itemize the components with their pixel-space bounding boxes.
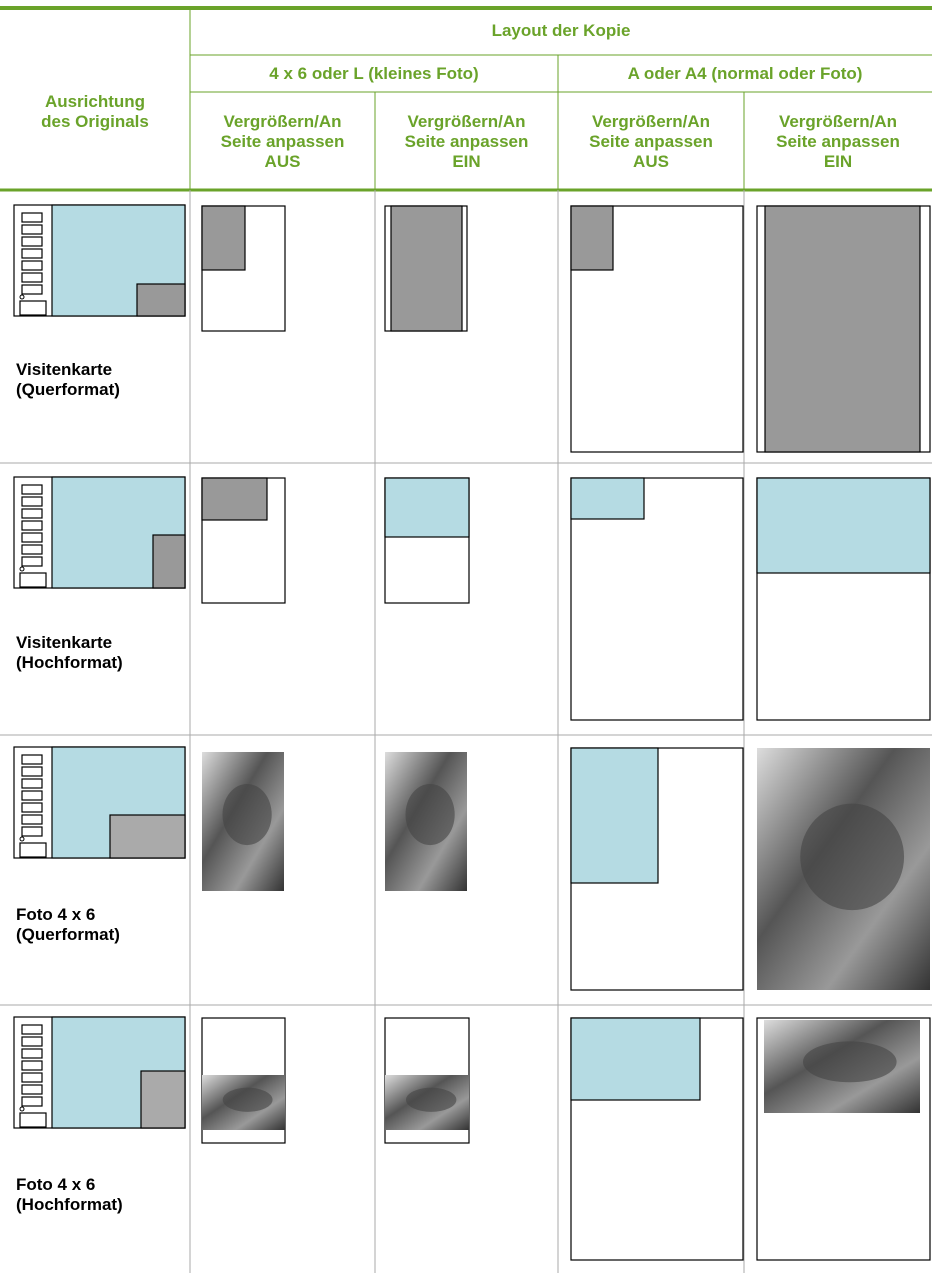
scanner-button — [21, 766, 43, 777]
header-line: EIN — [452, 152, 481, 171]
scanner-dot — [19, 836, 25, 842]
scanner-button — [21, 754, 43, 765]
group-header: A oder A4 (normal oder Foto) — [627, 64, 863, 83]
column-header: Vergrößern/An Seite anpassen AUS — [190, 112, 375, 172]
copy-item — [390, 205, 463, 332]
original-item — [136, 283, 186, 317]
copy-item — [201, 477, 268, 521]
header-line: Seite anpassen — [404, 132, 529, 151]
scanner-button — [21, 790, 43, 801]
header-line: des Originals — [41, 112, 149, 131]
row-label-line: Foto 4 x 6 — [16, 1175, 96, 1194]
photo-detail — [406, 1087, 457, 1112]
row-label: Foto 4 x 6 (Hochformat) — [16, 1175, 123, 1215]
scanner-button — [21, 1084, 43, 1095]
header-line: Ausrichtung — [44, 92, 146, 111]
copy-item — [570, 205, 614, 271]
original-item — [152, 534, 186, 589]
scanner-button — [21, 826, 43, 837]
header-line: Vergrößern/An — [778, 112, 898, 131]
scanner-dot — [19, 294, 25, 300]
scanner-button — [21, 802, 43, 813]
scanner-slot — [19, 572, 47, 588]
scanner-button — [21, 224, 43, 235]
scanner-button — [21, 544, 43, 555]
row-label-line: (Hochformat) — [16, 1195, 123, 1214]
scanner-button — [21, 532, 43, 543]
scanner-button — [21, 212, 43, 223]
photo-detail — [803, 1041, 897, 1083]
copy-item — [201, 205, 246, 271]
scanner-button — [21, 1048, 43, 1059]
scanner-button — [21, 814, 43, 825]
row-label-line: (Querformat) — [16, 925, 120, 944]
header-line: Seite anpassen — [589, 132, 713, 151]
header-line: Seite anpassen — [220, 132, 345, 151]
original-photo — [109, 814, 186, 859]
copy-item — [570, 1017, 701, 1101]
group-header: 4 x 6 oder L (kleines Foto) — [269, 64, 479, 83]
scanner-button — [21, 778, 43, 789]
header-line: AUS — [633, 152, 669, 171]
scanner-button — [21, 556, 43, 567]
row-label-line: Visitenkarte — [16, 360, 113, 379]
copy-item — [570, 747, 659, 884]
row-label-line: (Hochformat) — [16, 653, 123, 672]
header-line: Vergrößern/An — [591, 112, 711, 131]
scanner-button — [21, 1096, 43, 1107]
scanner-blue — [51, 204, 186, 317]
scanner-dot — [19, 566, 25, 572]
photo-detail — [222, 1087, 273, 1112]
scanner-button — [21, 248, 43, 259]
column-header: Vergrößern/An Seite anpassen AUS — [558, 112, 744, 172]
scanner-button — [21, 520, 43, 531]
photo-detail — [800, 803, 905, 911]
scanner-button — [21, 284, 43, 295]
row-label-line: (Querformat) — [16, 380, 120, 399]
header-line: AUS — [264, 152, 301, 171]
header-line: Seite anpassen — [776, 132, 900, 151]
row-label: Visitenkarte (Hochformat) — [16, 633, 123, 673]
copy-item — [384, 477, 470, 538]
header-line: Vergrößern/An — [407, 112, 526, 131]
row-label: Foto 4 x 6 (Querformat) — [16, 905, 120, 945]
scanner-button — [21, 272, 43, 283]
scanner-slot — [19, 300, 47, 316]
scanner-button — [21, 260, 43, 271]
header-line: Vergrößern/An — [223, 112, 342, 131]
copy-item — [764, 205, 921, 453]
row-label-line: Visitenkarte — [16, 633, 113, 652]
orientation-header: Ausrichtung des Originals — [0, 92, 190, 132]
scanner-slot — [19, 842, 47, 858]
scanner-button — [21, 508, 43, 519]
scanner-button — [21, 1036, 43, 1047]
scanner-slot — [19, 1112, 47, 1128]
row-label: Visitenkarte (Querformat) — [16, 360, 120, 400]
scanner-button — [21, 484, 43, 495]
photo-detail — [222, 783, 272, 846]
row-label-line: Foto 4 x 6 — [16, 905, 96, 924]
column-header: Vergrößern/An Seite anpassen EIN — [744, 112, 932, 172]
copy-item — [756, 477, 931, 574]
layout-title: Layout der Kopie — [491, 21, 631, 40]
scanner-dot — [19, 1106, 25, 1112]
scanner-button — [21, 1072, 43, 1083]
scanner-button — [21, 1024, 43, 1035]
photo-detail — [405, 783, 455, 846]
scanner-button — [21, 1060, 43, 1071]
scanner-button — [21, 236, 43, 247]
original-photo — [140, 1070, 186, 1129]
copy-item — [570, 477, 645, 520]
column-header: Vergrößern/An Seite anpassen EIN — [375, 112, 558, 172]
scanner-button — [21, 496, 43, 507]
header-line: EIN — [823, 152, 853, 171]
